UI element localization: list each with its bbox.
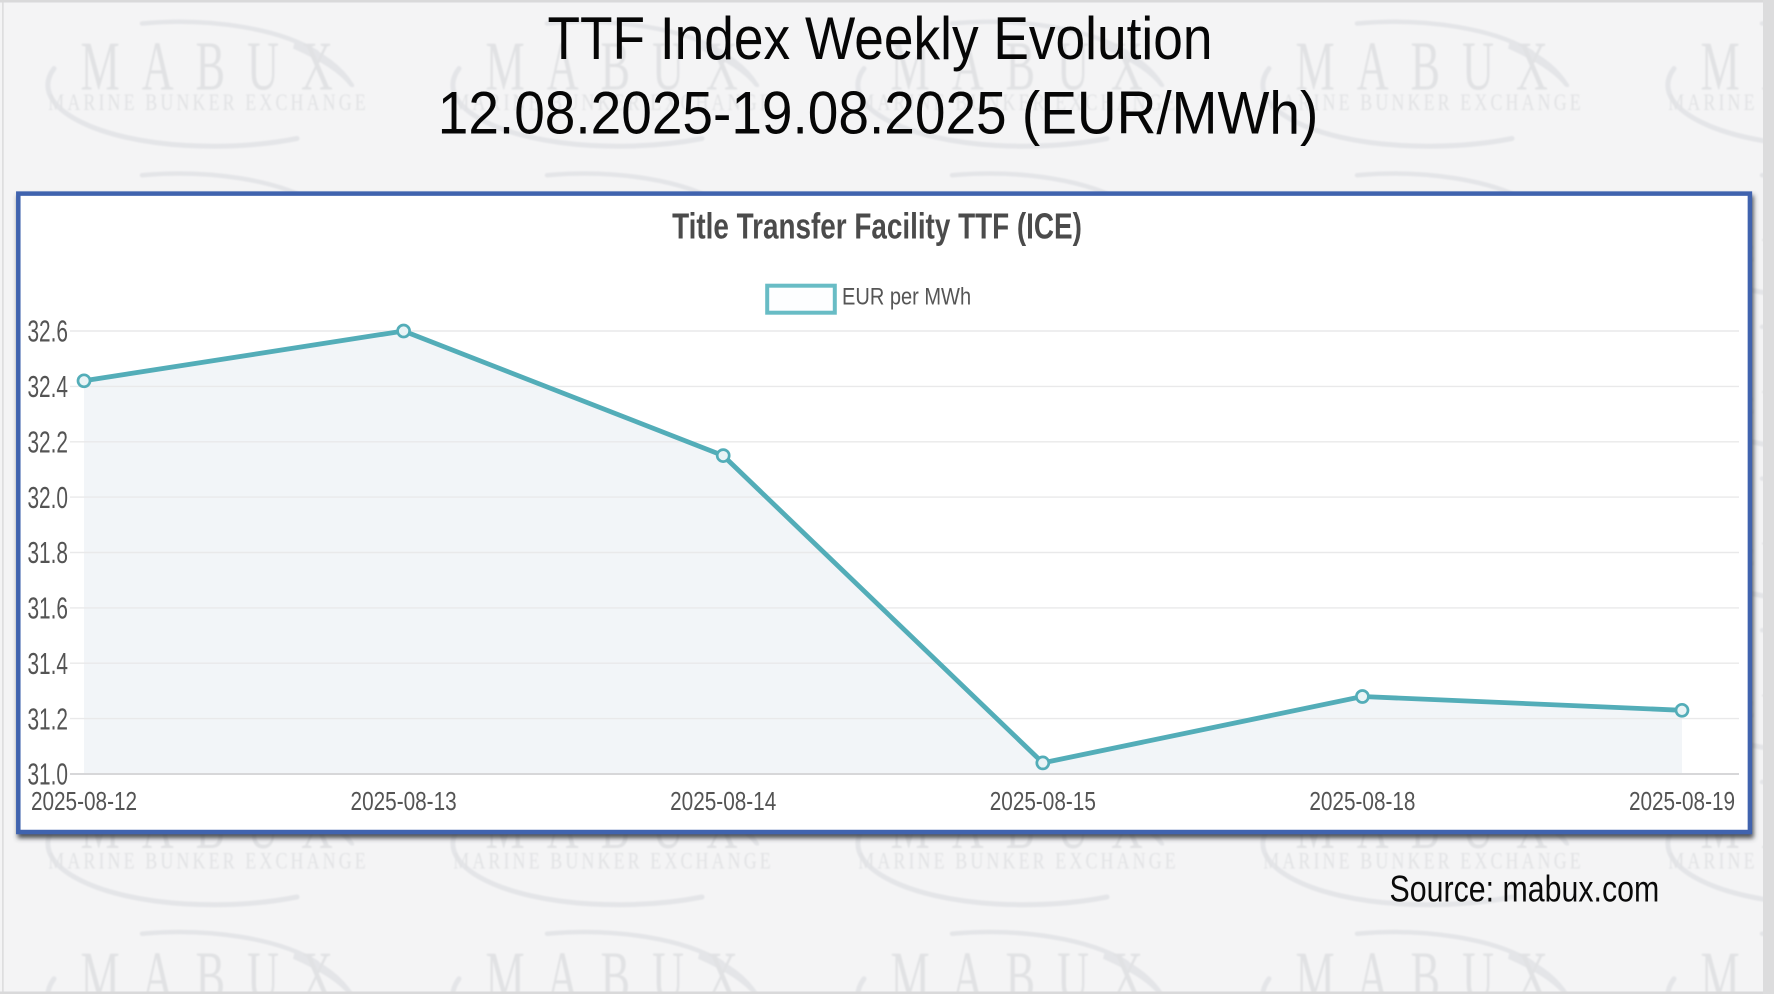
svg-text:TTF Index Weekly Evolution: TTF Index Weekly Evolution <box>547 6 1212 73</box>
svg-text:2025-08-13: 2025-08-13 <box>351 787 457 816</box>
svg-text:31.6: 31.6 <box>27 590 68 625</box>
svg-text:2025-08-18: 2025-08-18 <box>1309 787 1415 816</box>
svg-text:32.0: 32.0 <box>27 480 68 515</box>
svg-text:31.4: 31.4 <box>27 646 68 681</box>
svg-text:Source: mabux.com: Source: mabux.com <box>1390 869 1660 911</box>
svg-text:31.2: 31.2 <box>27 701 68 736</box>
svg-text:2025-08-12: 2025-08-12 <box>31 787 137 816</box>
svg-text:32.4: 32.4 <box>27 369 68 404</box>
svg-text:2025-08-19: 2025-08-19 <box>1629 787 1735 816</box>
svg-text:2025-08-15: 2025-08-15 <box>990 787 1096 816</box>
svg-text:12.08.2025-19.08.2025 (EUR/MWh: 12.08.2025-19.08.2025 (EUR/MWh) <box>438 80 1319 147</box>
svg-text:2025-08-14: 2025-08-14 <box>670 787 776 816</box>
svg-text:EUR per MWh: EUR per MWh <box>842 283 971 310</box>
svg-text:31.8: 31.8 <box>27 535 68 570</box>
svg-text:32.2: 32.2 <box>27 424 68 459</box>
svg-text:Title Transfer Facility TTF (I: Title Transfer Facility TTF (ICE) <box>672 206 1082 246</box>
svg-text:31.0: 31.0 <box>27 757 68 792</box>
svg-text:32.6: 32.6 <box>27 314 68 349</box>
